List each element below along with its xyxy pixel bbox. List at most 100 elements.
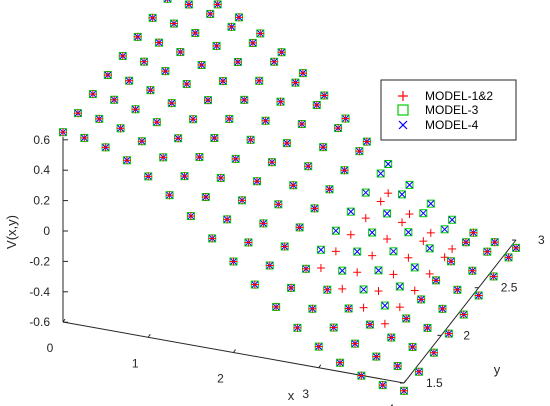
marker-model-4 [368,229,376,236]
marker-model-1-2 [101,143,110,152]
marker-model-4 [448,216,456,224]
z-tick-label: 0.4 [33,163,50,177]
marker-model-1-2 [95,114,104,123]
marker-model-1-2 [103,71,112,80]
marker-model-4 [441,225,448,233]
marker-model-1-2 [323,285,332,294]
marker-model-1-2 [191,28,200,37]
marker-model-1-2 [204,96,213,105]
marker-model-3 [359,285,368,294]
x-tick-label: 0 [47,341,54,355]
marker-model-1-2 [447,257,456,266]
marker-model-1-2 [453,285,462,294]
y-axis-ticks: 1.5 2 2.5 3 [400,233,545,390]
marker-model-1-2 [414,367,423,376]
marker-model-1-2 [250,280,259,289]
marker-model-3 [440,225,449,234]
marker-model-3 [398,190,407,199]
marker-model-3 [410,263,419,272]
marker-model-1-2 [216,173,225,182]
marker-model-1-2 [448,244,457,253]
marker-model-4 [383,210,391,217]
y-tick-label: 1.5 [426,376,443,390]
marker-model-1-2 [423,323,432,332]
x-tick-mark [403,379,407,384]
marker-model-1-2 [244,238,253,247]
marker-model-3 [374,266,383,275]
marker-model-1-2 [148,13,157,22]
z-axis-ticks: -0.6 -0.4 -0.2 0 0.2 0.4 0.6 [29,133,68,329]
x-tick-label: 1 [132,356,139,370]
marker-model-1-2 [186,212,195,221]
marker-model-4 [332,227,340,235]
marker-model-3 [383,209,392,218]
marker-model-1-2 [376,197,385,206]
y-tick-label: 3 [538,233,545,247]
marker-model-1-2 [417,295,426,304]
marker-model-1-2 [238,196,247,205]
marker-model-1-2 [483,247,492,256]
marker-model-1-2 [240,95,249,104]
marker-model-1-2 [265,261,274,270]
marker-model-1-2 [206,9,215,18]
marker-model-3 [346,207,355,216]
marker-model-1-2 [398,218,407,227]
y-axis-label: y [494,362,501,377]
marker-model-1-2 [140,57,149,66]
marker-model-1-2 [155,38,164,47]
axes [62,137,517,384]
marker-model-1-2 [88,90,97,99]
marker-model-1-2 [438,304,447,313]
marker-model-1-2 [408,342,417,351]
marker-model-1-2 [182,80,191,89]
marker-model-1-2 [461,238,470,247]
marker-model-1-2 [402,314,411,323]
z-tick-label: 0.6 [33,133,50,147]
marker-model-1-2 [174,134,183,143]
marker-model-3 [380,301,389,310]
marker-model-1-2 [419,237,428,246]
marker-model-1-2 [208,234,217,243]
marker-model-1-2 [372,352,381,361]
marker-model-1-2 [218,77,227,86]
marker-model-1-2 [425,269,434,278]
marker-model-1-2 [167,99,176,108]
x-tick-mark [62,318,66,323]
marker-model-3 [419,209,428,218]
z-tick-label: -0.6 [29,315,50,329]
marker-model-3 [368,228,377,237]
marker-model-1-2 [331,247,340,256]
marker-model-3 [389,247,398,256]
x-axis-label: x [288,388,295,403]
marker-model-1-2 [336,358,345,367]
marker-model-1-2 [274,200,283,209]
marker-model-1-2 [195,153,204,162]
marker-model-1-2 [389,270,398,279]
marker-model-1-2 [359,303,368,312]
marker-model-1-2 [167,0,169,3]
marker-model-1-2 [137,137,146,146]
marker-model-1-2 [231,154,240,163]
marker-model-1-2 [176,48,185,57]
marker-model-1-2 [212,41,221,50]
marker-model-1-2 [310,204,319,213]
legend-marker-plus [398,91,408,101]
marker-model-1-2 [316,263,325,272]
legend-box [380,79,517,141]
marker-model-1-2 [340,166,349,175]
marker-model-1-2 [161,67,170,76]
marker-model-3 [376,169,385,178]
marker-model-1-2 [368,251,377,260]
x-tick-label: 2 [217,372,224,386]
x-tick-mark [147,333,151,338]
marker-model-1-2 [489,272,498,281]
legend-marker-x [398,120,408,130]
marker-model-1-2 [361,214,370,223]
marker-model-1-2 [444,329,453,338]
marker-model-3 [395,282,404,291]
x-tick-mark [318,364,322,369]
marker-model-4 [353,248,361,255]
marker-model-1-2 [189,115,198,124]
y-tick-label: 2.5 [501,281,518,295]
marker-model-1-2 [346,230,355,239]
